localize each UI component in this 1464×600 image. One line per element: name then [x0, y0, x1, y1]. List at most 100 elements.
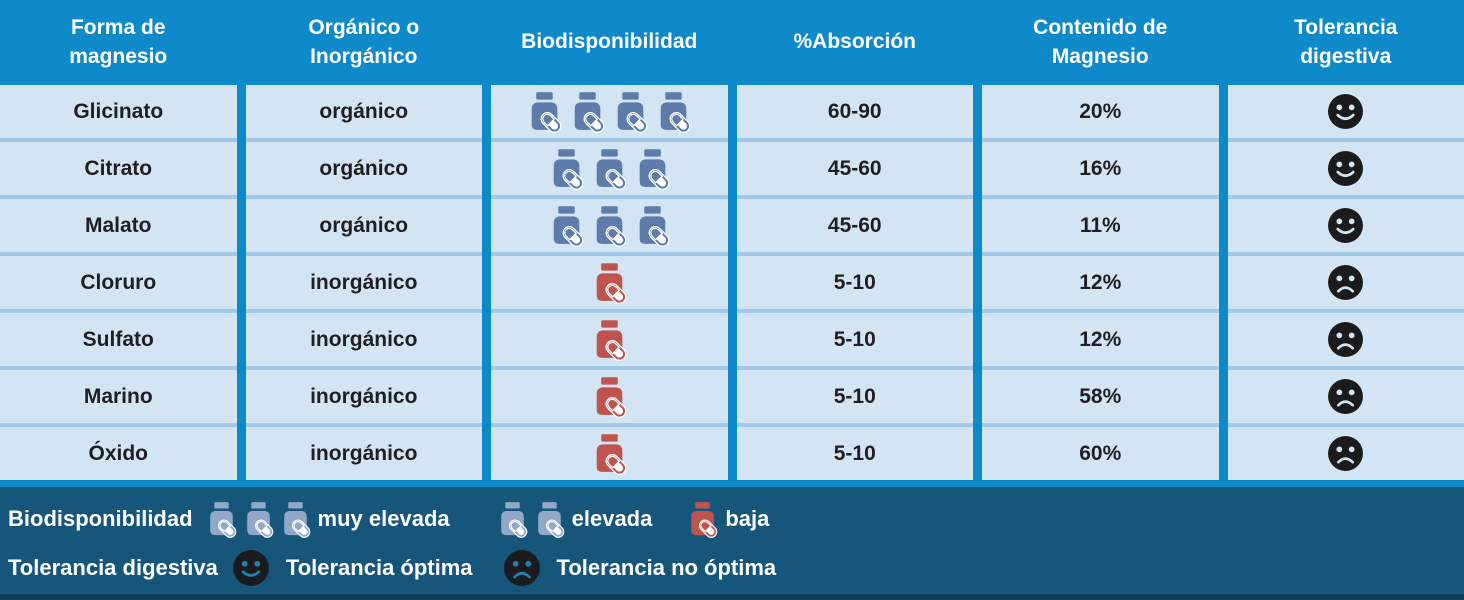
- table-body: Glicinato orgánico: [0, 85, 1464, 487]
- header-absorcion: %Absorción: [793, 30, 916, 54]
- table-row: Sulfato inorgánico 5-10 12%: [0, 309, 1464, 366]
- tolerance-cell: [1227, 138, 1464, 195]
- pill-bottle-icon: [283, 502, 310, 538]
- table-header: Forma de magnesio Orgánico o Inorgánico …: [0, 0, 1464, 85]
- legend-item-label: baja: [725, 506, 770, 531]
- magnesium-content-cell: 12%: [982, 309, 1219, 366]
- pill-bottle-icon: [246, 502, 273, 538]
- magnesium-content-cell: 11%: [982, 195, 1219, 252]
- sad-face-icon: [1328, 379, 1364, 414]
- magnesium-form-cell: Cloruro: [0, 252, 237, 309]
- bioavailability-legend-row: Biodisponibilidad muy elevada: [8, 495, 1464, 544]
- bioavailability-legend-item: muy elevada: [207, 502, 450, 538]
- organic-type-cell: orgánico: [245, 85, 482, 138]
- happy-face-icon: [1328, 94, 1364, 129]
- header-organico-inorganico: Orgánico o Inorgánico: [308, 15, 420, 68]
- magnesium-form-cell: Citrato: [0, 138, 237, 195]
- pill-bottle-icon: [574, 92, 605, 133]
- organic-type-cell: orgánico: [245, 138, 482, 195]
- magnesium-form-cell: Óxido: [0, 423, 237, 480]
- bioavailability-cell: [491, 195, 728, 252]
- magnesium-form-cell: Marino: [0, 366, 237, 423]
- absorption-cell: 60-90: [736, 85, 973, 138]
- legend-item-label: muy elevada: [317, 506, 450, 531]
- pill-bottle-icon: [691, 502, 718, 538]
- pill-bottle-icon: [596, 434, 627, 475]
- magnesium-content-cell: 20%: [982, 85, 1219, 138]
- tolerance-cell: [1227, 423, 1464, 480]
- legend-item-label: Tolerancia no óptima: [556, 555, 777, 580]
- pill-bottle-icon: [596, 206, 627, 247]
- pill-bottle-icon: [596, 263, 627, 304]
- pill-bottle-icon: [500, 502, 527, 538]
- table-row: Óxido inorgánico 5-10 60%: [0, 423, 1464, 480]
- happy-face-icon: [1328, 208, 1364, 243]
- bioavailability-cell: [491, 309, 728, 366]
- bioavailability-legend-item: baja: [688, 502, 770, 538]
- happy-face-icon: [1328, 151, 1364, 186]
- legend-item-label: Tolerancia óptima: [285, 555, 473, 580]
- tolerance-legend-row: Tolerancia digestiva Tolerancia óptima T…: [8, 544, 1464, 593]
- absorption-cell: 45-60: [736, 138, 973, 195]
- tolerance-cell: [1227, 252, 1464, 309]
- bioavailability-cell: [491, 138, 728, 195]
- absorption-cell: 45-60: [736, 195, 973, 252]
- magnesium-content-cell: 58%: [982, 366, 1219, 423]
- bioavailability-cell: [491, 85, 728, 138]
- tolerance-cell: [1227, 309, 1464, 366]
- sad-face-icon: [1328, 265, 1364, 300]
- magnesium-form-cell: Sulfato: [0, 309, 237, 366]
- bioavailability-cell: [491, 252, 728, 309]
- header-biodisponibilidad: Biodisponibilidad: [521, 30, 698, 54]
- magnesium-content-cell: 12%: [982, 252, 1219, 309]
- bioavailability-legend-items: muy elevada elevada baja: [207, 502, 770, 538]
- bioavailability-cell: [491, 423, 728, 480]
- absorption-cell: 5-10: [736, 366, 973, 423]
- header-contenido-magnesio: Contenido de Magnesio: [1033, 15, 1168, 68]
- pill-bottle-icon: [639, 206, 670, 247]
- happy-face-icon: [232, 550, 269, 586]
- magnesium-content-cell: 16%: [982, 138, 1219, 195]
- bioavailability-legend-item: elevada: [498, 502, 653, 538]
- table-row: Marino inorgánico 5-10 58%: [0, 366, 1464, 423]
- tolerance-legend-item: Tolerancia óptima: [232, 549, 473, 587]
- tolerance-cell: [1227, 85, 1464, 138]
- absorption-cell: 5-10: [736, 423, 973, 480]
- sad-face-icon: [1328, 322, 1364, 357]
- legend-bottle-icons: [207, 502, 310, 538]
- magnesium-form-cell: Glicinato: [0, 85, 237, 138]
- table-row: Citrato orgánico 45-60 16%: [0, 138, 1464, 195]
- table-row: Cloruro inorgánico 5-10 12%: [0, 252, 1464, 309]
- bottom-strip: [0, 594, 1464, 600]
- tolerance-cell: [1227, 195, 1464, 252]
- legend-bottle-icons: [688, 502, 718, 538]
- pill-bottle-icon: [553, 149, 584, 190]
- absorption-cell: 5-10: [736, 252, 973, 309]
- tolerance-legend-item: Tolerancia no óptima: [503, 549, 777, 587]
- absorption-cell: 5-10: [736, 309, 973, 366]
- table-row: Glicinato orgánico: [0, 85, 1464, 138]
- pill-bottle-icon: [209, 502, 236, 538]
- pill-bottle-icon: [553, 206, 584, 247]
- bioavailability-legend-label: Biodisponibilidad: [8, 506, 193, 531]
- tolerance-legend-items: Tolerancia óptima Tolerancia no óptima: [232, 549, 806, 587]
- pill-bottle-icon: [531, 92, 562, 133]
- magnesium-form-cell: Malato: [0, 195, 237, 252]
- legend-footer: Biodisponibilidad muy elevada: [0, 487, 1464, 594]
- pill-bottle-icon: [537, 502, 564, 538]
- header-tolerancia-digestiva: Tolerancia digestiva: [1294, 15, 1398, 68]
- organic-type-cell: inorgánico: [245, 366, 482, 423]
- organic-type-cell: inorgánico: [245, 423, 482, 480]
- tolerance-cell: [1227, 366, 1464, 423]
- pill-bottle-icon: [639, 149, 670, 190]
- pill-bottle-icon: [596, 377, 627, 418]
- bioavailability-cell: [491, 366, 728, 423]
- legend-bottle-icons: [498, 502, 564, 538]
- organic-type-cell: inorgánico: [245, 309, 482, 366]
- organic-type-cell: orgánico: [245, 195, 482, 252]
- header-forma-de-magnesio: Forma de magnesio: [69, 15, 168, 68]
- pill-bottle-icon: [596, 149, 627, 190]
- pill-bottle-icon: [617, 92, 648, 133]
- legend-item-label: elevada: [571, 506, 653, 531]
